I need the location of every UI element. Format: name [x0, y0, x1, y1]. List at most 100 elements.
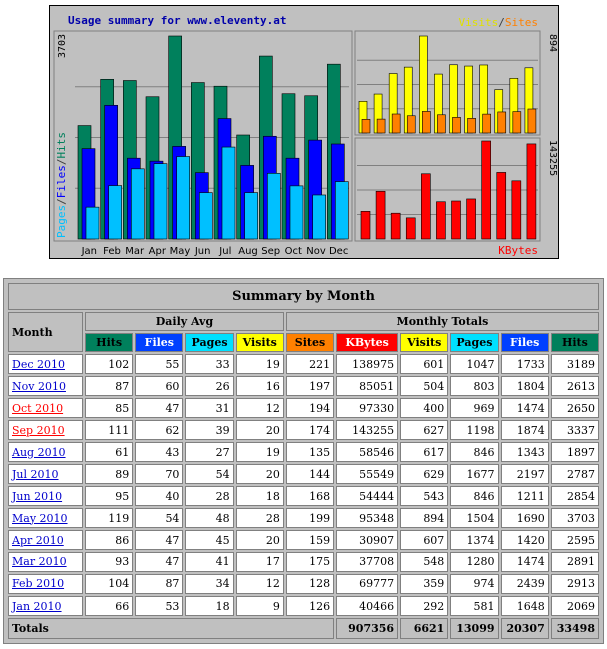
bar-pages — [85, 206, 100, 240]
cell-d-pages: 48 — [185, 508, 234, 529]
cell-d-hits: 111 — [85, 420, 134, 441]
cell-pages: 1374 — [450, 530, 499, 550]
bar-kbytes — [511, 180, 522, 240]
month-link[interactable]: Sep 2010 — [12, 423, 65, 437]
totals-kbytes: 907356 — [336, 618, 399, 639]
cell-d-pages: 31 — [185, 398, 234, 419]
bar-kbytes — [496, 172, 507, 240]
cell-pages: 846 — [450, 486, 499, 507]
cell-sites: 174 — [285, 420, 335, 441]
cell-d-hits: 104 — [85, 573, 134, 594]
bar-sites — [512, 111, 522, 134]
cell-kbytes: 95348 — [336, 508, 399, 529]
bar-pages — [108, 185, 122, 240]
table-row: Jul 2010 89 70 54 20 144 55549 629 1677 2197 2787 — [8, 464, 599, 485]
table-row: Oct 2010 85 47 31 12 194 97330 400 969 1474 2650 — [8, 398, 599, 419]
cell-d-files: 62 — [135, 420, 184, 441]
cell-sites: 168 — [285, 486, 335, 507]
month-link[interactable]: Feb 2010 — [12, 577, 65, 591]
bar-kbytes — [466, 198, 476, 240]
month-link[interactable]: Aug 2010 — [12, 445, 66, 459]
legend-visits-sites: Visits/Sites — [459, 16, 539, 29]
cell-d-hits: 102 — [85, 354, 134, 375]
cell-d-files: 53 — [135, 595, 184, 617]
cell-d-visits: 16 — [235, 376, 284, 397]
month-link[interactable]: Jul 2010 — [12, 467, 59, 481]
table-row: Aug 2010 61 43 27 19 135 58546 617 846 1343 1897 — [8, 442, 599, 463]
legend-pages-files-hits: Pages/Files/Hits — [55, 132, 68, 238]
cell-visits: 548 — [400, 552, 449, 572]
month-link[interactable]: Dec 2010 — [12, 357, 65, 371]
cell-sites: 135 — [285, 442, 335, 463]
cell-d-pages: 39 — [185, 420, 234, 441]
cell-hits: 3189 — [550, 354, 599, 375]
cell-files: 1474 — [500, 398, 549, 419]
cell-sites: 199 — [285, 508, 335, 529]
bar-sites — [527, 108, 537, 134]
cell-kbytes: 54444 — [336, 486, 399, 507]
cell-sites: 194 — [285, 398, 335, 419]
table-row: Jun 2010 95 40 28 18 168 54444 543 846 1211 2854 — [8, 486, 599, 507]
table-row: Sep 2010 111 62 39 20 174 143255 627 1198 1874 333… — [8, 420, 599, 441]
cell-d-hits: 86 — [85, 530, 134, 550]
cell-sites: 221 — [285, 354, 335, 375]
bar-kbytes — [405, 217, 416, 240]
cell-hits: 2650 — [550, 398, 599, 419]
usage-graph-svg: Usage summary for www.eleventy.at Visits… — [53, 14, 558, 257]
bar-sites — [391, 113, 401, 134]
month-link[interactable]: Mar 2010 — [12, 555, 67, 569]
cell-visits: 607 — [400, 530, 449, 550]
cell-d-files: 43 — [135, 442, 184, 463]
cell-d-hits: 95 — [85, 486, 134, 507]
table-row: Mar 2010 93 47 41 17 175 37708 548 1280 1474 2891 — [8, 552, 599, 572]
cell-d-pages: 41 — [185, 552, 234, 572]
bar-pages — [312, 194, 326, 240]
cell-d-pages: 27 — [185, 442, 234, 463]
totals-hits: 33498 — [550, 618, 599, 639]
x-tick-label: Feb — [103, 246, 121, 257]
cell-d-files: 54 — [135, 508, 184, 529]
cell-hits: 3703 — [550, 508, 599, 529]
cell-hits: 1897 — [550, 442, 599, 463]
cell-visits: 504 — [400, 376, 449, 397]
cell-d-pages: 45 — [185, 530, 234, 550]
bar-pages — [199, 192, 213, 240]
legend-sep-2: / — [55, 198, 68, 205]
table-row: Jan 2010 66 53 18 9 126 40466 292 581 1648 2069 — [8, 595, 599, 617]
x-tick-label: Apr — [149, 246, 167, 257]
bar-kbytes — [436, 201, 446, 240]
cell-pages: 803 — [450, 376, 499, 397]
cell-visits: 629 — [400, 464, 449, 485]
cell-kbytes: 30907 — [336, 530, 399, 550]
summary-table-wrap: Summary by Month Month Daily Avg Monthly… — [3, 278, 604, 644]
legend-visits: Visits — [459, 16, 499, 29]
right-top-panel — [354, 30, 541, 136]
legend-kbytes: KBytes — [498, 244, 538, 257]
cell-files: 1690 — [500, 508, 549, 529]
col-daily-visits: Visits — [235, 333, 284, 353]
month-link[interactable]: Jun 2010 — [12, 489, 63, 503]
bar-sites — [437, 114, 446, 134]
totals-label: Totals — [8, 618, 335, 639]
month-link[interactable]: Oct 2010 — [12, 401, 64, 415]
cell-hits: 2069 — [550, 595, 599, 617]
cell-files: 2197 — [500, 464, 549, 485]
x-tick-label: Mar — [125, 246, 145, 257]
cell-d-hits: 93 — [85, 552, 134, 572]
bar-pages — [267, 173, 281, 240]
month-cell: Feb 2010 — [8, 573, 83, 594]
legend-sites: Sites — [505, 16, 538, 29]
cell-kbytes: 69777 — [336, 573, 399, 594]
bar-kbytes — [481, 140, 491, 240]
col-kbytes: KBytes — [336, 333, 399, 353]
bar-kbytes — [360, 211, 371, 240]
bar-pages — [176, 156, 190, 240]
month-link[interactable]: May 2010 — [12, 511, 68, 525]
month-link[interactable]: Nov 2010 — [12, 379, 66, 393]
col-files: Files — [500, 333, 549, 353]
cell-d-files: 60 — [135, 376, 184, 397]
month-link[interactable]: Jan 2010 — [12, 599, 62, 613]
cell-d-visits: 12 — [235, 573, 284, 594]
graph-title: Usage summary for www.eleventy.at — [68, 14, 287, 27]
month-link[interactable]: Apr 2010 — [12, 533, 64, 547]
